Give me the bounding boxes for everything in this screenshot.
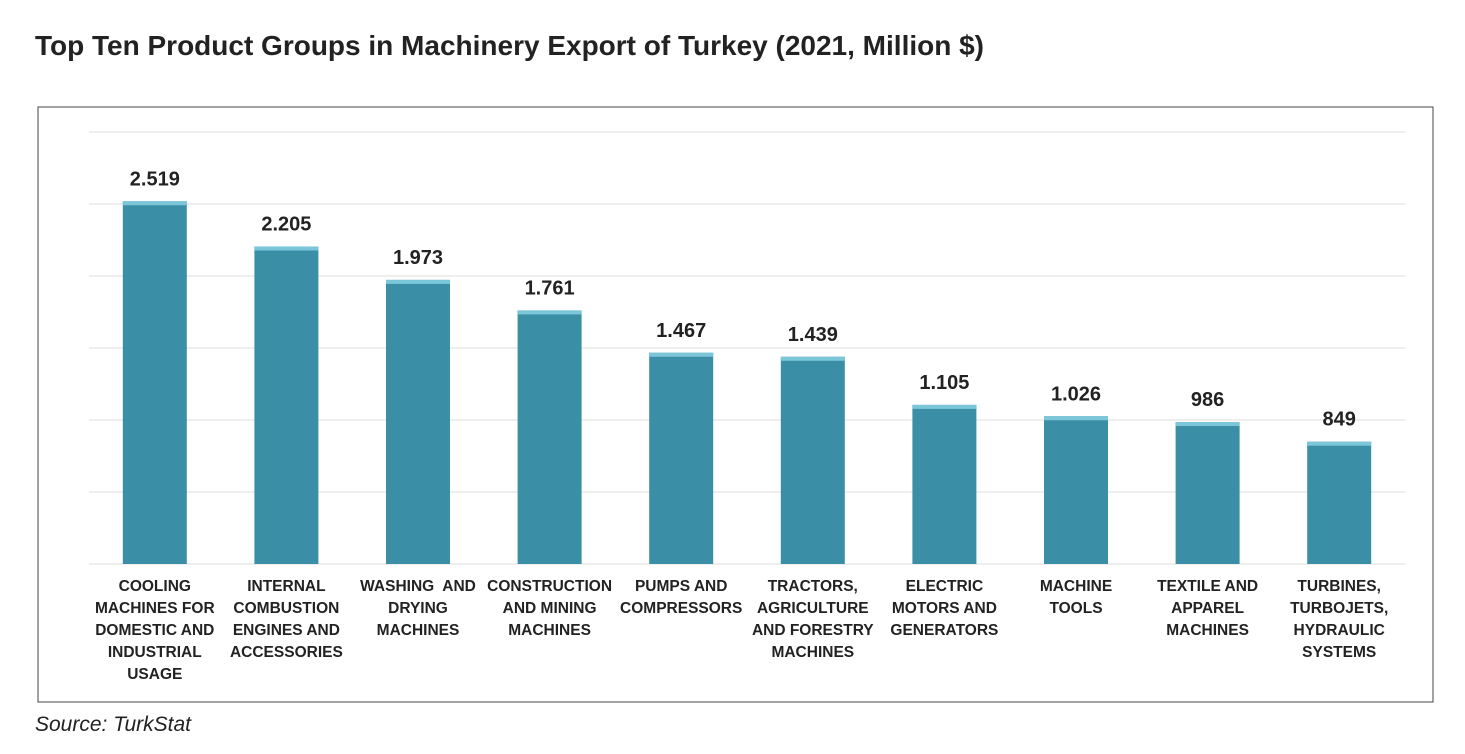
bar [254, 246, 319, 565]
x-tick-label: PUMPS AND COMPRESSORS [620, 578, 743, 617]
bar-cap [1044, 416, 1108, 421]
bar [649, 352, 714, 564]
bar-cap [912, 404, 977, 409]
value-label: 2.519 [130, 168, 180, 190]
value-label: 1.439 [788, 324, 838, 346]
bar [780, 356, 845, 564]
value-label: 1.761 [525, 277, 575, 299]
bar [1175, 422, 1240, 564]
bar-cap [1307, 441, 1372, 446]
bar [1307, 441, 1372, 564]
frame [37, 106, 1434, 703]
value-label: 1.026 [1051, 383, 1101, 405]
bar-cap [122, 201, 187, 206]
x-tick-label: TRACTORS, AGRICULTURE AND FORESTRY MACHI… [751, 578, 878, 661]
bar [517, 310, 582, 564]
x-tick-label: WASHING AND DRYING MACHINES [360, 578, 481, 639]
x-tick-label: TURBINES, TURBOJETS, HYDRAULIC SYSTEMS [1290, 578, 1393, 661]
chart-title: Top Ten Product Groups in Machinery Expo… [35, 30, 985, 61]
x-tick-label: INTERNAL COMBUSTION ENGINES AND ACCESSOR… [229, 578, 344, 661]
value-label: 2.205 [261, 213, 311, 235]
bar-cap [386, 279, 450, 284]
bar-cap [254, 246, 319, 251]
source: Source: TurkStat [35, 713, 192, 736]
bar-cap [1175, 422, 1240, 427]
value-label: 1.105 [919, 372, 969, 394]
value-label: 849 [1323, 409, 1356, 431]
x-tick-label: MACHINE TOOLS [1039, 578, 1117, 617]
bar-cap [517, 310, 582, 315]
value-label: 1.973 [393, 247, 443, 269]
bar [122, 201, 187, 564]
x-tick-label: ELECTRIC MOTORS AND GENERATORS [890, 578, 1002, 639]
value-label: 1.467 [656, 320, 706, 342]
x-tick-label: TEXTILE AND APPAREL MACHINES [1157, 578, 1262, 639]
bar [386, 279, 450, 564]
bar [1044, 416, 1108, 564]
x-tick-label: COOLING MACHINES FOR DOMESTIC AND INDUST… [94, 578, 219, 683]
x-tick-label: CONSTRUCTION AND MINING MACHINES [487, 578, 616, 639]
bar-cap [780, 356, 845, 361]
value-label: 986 [1191, 389, 1224, 411]
bar-cap [649, 352, 714, 357]
bar [912, 404, 977, 564]
